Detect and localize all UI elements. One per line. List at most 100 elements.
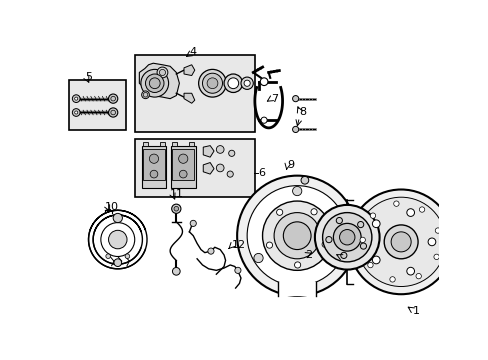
- Bar: [135, 55, 254, 132]
- Circle shape: [266, 242, 272, 248]
- Text: 4: 4: [189, 48, 196, 58]
- Circle shape: [276, 209, 282, 215]
- Polygon shape: [143, 149, 164, 180]
- Circle shape: [145, 74, 163, 93]
- Circle shape: [72, 95, 80, 103]
- Text: 3: 3: [341, 252, 347, 262]
- Circle shape: [322, 241, 327, 247]
- Circle shape: [244, 80, 250, 86]
- Circle shape: [406, 267, 414, 275]
- Circle shape: [141, 69, 168, 97]
- Circle shape: [198, 69, 226, 97]
- Circle shape: [367, 262, 372, 268]
- Polygon shape: [203, 145, 214, 157]
- Polygon shape: [172, 149, 194, 180]
- Circle shape: [108, 108, 118, 117]
- Circle shape: [283, 222, 310, 249]
- Circle shape: [207, 78, 218, 89]
- Circle shape: [314, 205, 379, 270]
- Text: 10: 10: [104, 202, 119, 212]
- Circle shape: [330, 253, 340, 263]
- Circle shape: [172, 267, 180, 275]
- Circle shape: [228, 150, 234, 156]
- Circle shape: [216, 164, 224, 172]
- Circle shape: [372, 220, 379, 228]
- Circle shape: [359, 237, 365, 243]
- Polygon shape: [203, 163, 214, 174]
- Bar: [135, 139, 254, 197]
- Text: 11: 11: [170, 189, 184, 199]
- Circle shape: [262, 201, 331, 270]
- Circle shape: [389, 277, 394, 282]
- Polygon shape: [189, 142, 194, 145]
- Circle shape: [292, 126, 298, 132]
- Circle shape: [142, 91, 149, 99]
- Circle shape: [415, 274, 421, 279]
- Polygon shape: [277, 282, 316, 296]
- Circle shape: [427, 238, 435, 246]
- Circle shape: [253, 253, 263, 263]
- Bar: [68, 80, 126, 130]
- Circle shape: [178, 154, 187, 163]
- Circle shape: [125, 254, 129, 258]
- Text: 9: 9: [286, 160, 294, 170]
- Polygon shape: [142, 145, 166, 188]
- Circle shape: [75, 111, 78, 114]
- Circle shape: [241, 77, 253, 89]
- Text: 6: 6: [258, 167, 265, 177]
- Circle shape: [190, 220, 196, 226]
- Circle shape: [360, 243, 366, 249]
- Circle shape: [227, 78, 238, 89]
- Circle shape: [292, 186, 301, 195]
- Circle shape: [261, 117, 266, 123]
- Circle shape: [108, 230, 127, 249]
- Circle shape: [207, 248, 214, 254]
- Circle shape: [174, 206, 178, 211]
- Polygon shape: [171, 145, 195, 188]
- Circle shape: [419, 207, 424, 212]
- Polygon shape: [183, 65, 194, 76]
- Circle shape: [274, 213, 320, 259]
- Circle shape: [108, 94, 118, 103]
- Circle shape: [336, 217, 342, 224]
- Circle shape: [348, 189, 452, 294]
- Circle shape: [171, 204, 181, 213]
- Circle shape: [150, 170, 158, 178]
- Circle shape: [216, 145, 224, 153]
- Circle shape: [406, 209, 414, 216]
- Circle shape: [339, 230, 354, 245]
- Circle shape: [356, 197, 445, 287]
- Circle shape: [434, 228, 440, 233]
- Circle shape: [393, 201, 398, 206]
- Circle shape: [157, 67, 167, 78]
- Circle shape: [384, 225, 417, 259]
- Circle shape: [226, 171, 233, 177]
- Circle shape: [101, 222, 135, 256]
- Circle shape: [237, 176, 357, 296]
- Circle shape: [114, 259, 122, 266]
- Circle shape: [246, 186, 346, 286]
- Circle shape: [179, 170, 187, 178]
- Text: 5: 5: [85, 72, 92, 82]
- Circle shape: [357, 221, 363, 228]
- Circle shape: [294, 262, 300, 268]
- Circle shape: [113, 213, 122, 222]
- Text: 1: 1: [412, 306, 419, 316]
- Circle shape: [149, 154, 158, 163]
- Circle shape: [105, 254, 110, 258]
- Polygon shape: [183, 93, 194, 103]
- Circle shape: [340, 252, 346, 258]
- Circle shape: [292, 95, 298, 102]
- Circle shape: [72, 109, 80, 116]
- Polygon shape: [143, 142, 147, 145]
- Circle shape: [310, 209, 317, 215]
- Polygon shape: [172, 142, 177, 145]
- Circle shape: [202, 73, 222, 93]
- Circle shape: [372, 256, 379, 264]
- Polygon shape: [139, 63, 179, 99]
- Circle shape: [325, 237, 331, 243]
- Text: 8: 8: [299, 108, 306, 117]
- Text: 12: 12: [231, 240, 245, 250]
- Circle shape: [322, 213, 371, 262]
- Text: 2: 2: [305, 250, 311, 260]
